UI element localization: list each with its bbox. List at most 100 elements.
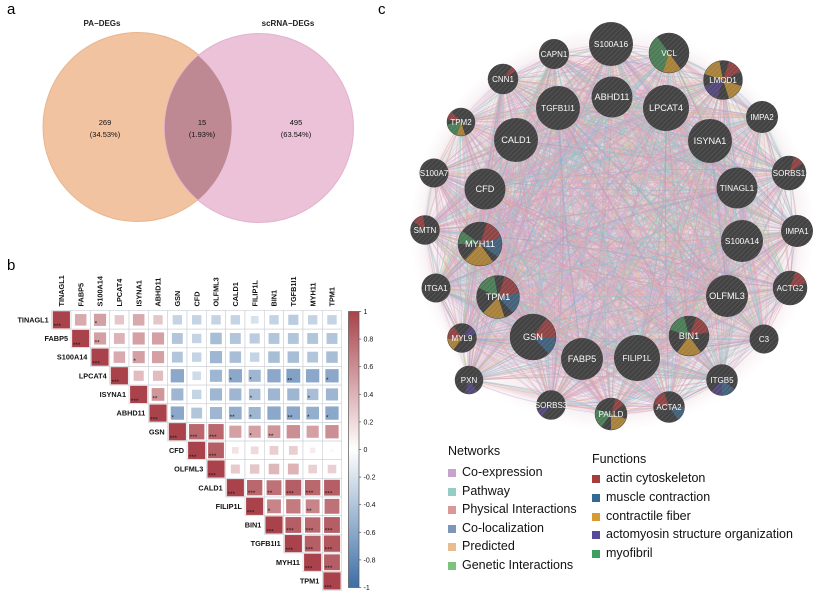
svg-text:S100A14: S100A14 xyxy=(96,275,105,306)
svg-text:LPCAT4: LPCAT4 xyxy=(115,278,124,307)
svg-text:FILIP1L: FILIP1L xyxy=(622,353,651,363)
svg-text:***: *** xyxy=(73,342,81,349)
svg-text:*: * xyxy=(250,395,253,402)
svg-text:-1: -1 xyxy=(364,585,370,592)
svg-text:**: ** xyxy=(267,490,273,497)
svg-text:TGFB1I1: TGFB1I1 xyxy=(289,276,298,306)
svg-text:FILIP1L: FILIP1L xyxy=(216,502,243,511)
svg-text:ISYNA1: ISYNA1 xyxy=(100,390,126,399)
svg-text:0.8: 0.8 xyxy=(364,337,374,344)
svg-text:FILIP1L: FILIP1L xyxy=(250,280,259,307)
svg-text:(1.93%): (1.93%) xyxy=(189,130,216,139)
svg-text:495: 495 xyxy=(290,118,303,127)
svg-text:*: * xyxy=(249,414,252,421)
svg-text:MYH11: MYH11 xyxy=(276,558,300,567)
svg-text:TPM1: TPM1 xyxy=(300,577,319,586)
svg-text:***: *** xyxy=(324,584,332,591)
svg-text:0.6: 0.6 xyxy=(364,364,374,371)
svg-text:***: *** xyxy=(208,472,216,479)
svg-text:***: *** xyxy=(92,361,100,368)
svg-text:**: ** xyxy=(306,508,312,515)
svg-text:GSN: GSN xyxy=(173,291,182,307)
svg-text:CAPN1: CAPN1 xyxy=(541,50,568,59)
svg-text:CNN1: CNN1 xyxy=(492,75,514,84)
svg-text:ITGA1: ITGA1 xyxy=(424,284,448,293)
svg-text:VCL: VCL xyxy=(661,49,677,58)
svg-text:***: *** xyxy=(227,491,235,498)
svg-text:***: *** xyxy=(189,454,197,461)
svg-text:GSN: GSN xyxy=(149,427,165,436)
svg-text:***: *** xyxy=(306,490,314,497)
svg-text:***: *** xyxy=(131,398,139,405)
svg-text:ACTA2: ACTA2 xyxy=(656,403,682,412)
svg-text:1: 1 xyxy=(364,309,368,316)
svg-text:GSN: GSN xyxy=(523,332,543,342)
svg-text:SORBS3: SORBS3 xyxy=(535,401,568,410)
svg-text:***: *** xyxy=(325,528,333,535)
svg-text:IMPA1: IMPA1 xyxy=(785,227,809,236)
svg-text:MYH11: MYH11 xyxy=(308,283,317,307)
svg-text:TGFB1I1: TGFB1I1 xyxy=(251,539,281,548)
svg-text:*: * xyxy=(308,395,311,402)
svg-text:PALLD: PALLD xyxy=(599,410,624,419)
svg-text:CFD: CFD xyxy=(476,184,495,194)
svg-text:**: ** xyxy=(230,414,236,421)
svg-text:-0.4: -0.4 xyxy=(364,502,376,509)
svg-text:TINAGL1: TINAGL1 xyxy=(57,275,66,306)
svg-text:ABHD11: ABHD11 xyxy=(154,278,163,307)
svg-text:*: * xyxy=(249,433,252,440)
svg-text:LPCAT4: LPCAT4 xyxy=(649,103,683,113)
svg-text:scRNA−DEGs: scRNA−DEGs xyxy=(262,19,315,28)
svg-text:***: *** xyxy=(325,547,333,554)
svg-text:15: 15 xyxy=(198,118,206,127)
svg-text:LPCAT4: LPCAT4 xyxy=(79,371,108,380)
svg-text:***: *** xyxy=(111,379,119,386)
svg-text:*: * xyxy=(249,377,252,384)
svg-text:S100A7: S100A7 xyxy=(420,169,449,178)
svg-text:OLFML3: OLFML3 xyxy=(174,465,203,474)
svg-text:MYL9: MYL9 xyxy=(452,334,473,343)
svg-text:BIN1: BIN1 xyxy=(270,290,279,307)
svg-text:SORBS1: SORBS1 xyxy=(773,169,806,178)
svg-text:*: * xyxy=(133,358,136,365)
svg-text:**: ** xyxy=(152,396,158,403)
svg-text:-0.6: -0.6 xyxy=(364,530,376,537)
svg-text:S100A14: S100A14 xyxy=(725,236,760,246)
svg-text:BIN1: BIN1 xyxy=(245,521,262,530)
svg-text:SMTN: SMTN xyxy=(414,226,437,235)
svg-text:**: ** xyxy=(268,433,274,440)
svg-text:MYH11: MYH11 xyxy=(465,239,495,249)
svg-text:***: *** xyxy=(190,434,198,441)
svg-text:FABP5: FABP5 xyxy=(568,354,597,364)
svg-text:***: *** xyxy=(209,453,217,460)
svg-text:***: *** xyxy=(325,490,333,497)
svg-text:*: * xyxy=(326,415,329,422)
svg-text:FABP5: FABP5 xyxy=(44,334,68,343)
svg-text:***: *** xyxy=(247,510,255,517)
svg-text:0: 0 xyxy=(364,447,368,454)
svg-text:CALD1: CALD1 xyxy=(198,483,222,492)
svg-text:ISYNA1: ISYNA1 xyxy=(134,280,143,306)
svg-text:ABHD11: ABHD11 xyxy=(117,409,146,418)
svg-text:S100A16: S100A16 xyxy=(594,39,629,49)
svg-text:ISYNA1: ISYNA1 xyxy=(694,136,727,146)
svg-text:***: *** xyxy=(305,546,313,553)
svg-text:0.2: 0.2 xyxy=(364,419,374,426)
svg-text:CALD1: CALD1 xyxy=(231,282,240,306)
svg-text:TPM1: TPM1 xyxy=(486,292,511,302)
svg-text:(63.54%): (63.54%) xyxy=(281,130,312,139)
svg-text:***: *** xyxy=(286,528,294,535)
svg-text:CALD1: CALD1 xyxy=(501,135,531,145)
svg-text:**: ** xyxy=(95,339,101,346)
svg-text:OLFML3: OLFML3 xyxy=(212,277,221,306)
svg-text:FABP5: FABP5 xyxy=(76,283,85,307)
svg-text:*: * xyxy=(229,377,232,384)
svg-text:***: *** xyxy=(325,565,333,572)
svg-text:TINAGL1: TINAGL1 xyxy=(17,315,48,324)
svg-text:*: * xyxy=(307,414,310,421)
svg-text:-0.2: -0.2 xyxy=(364,475,376,482)
svg-text:CFD: CFD xyxy=(192,292,201,307)
svg-text:PA−DEGs: PA−DEGs xyxy=(84,19,122,28)
svg-text:**: ** xyxy=(287,415,293,422)
svg-text:-0.8: -0.8 xyxy=(364,557,376,564)
